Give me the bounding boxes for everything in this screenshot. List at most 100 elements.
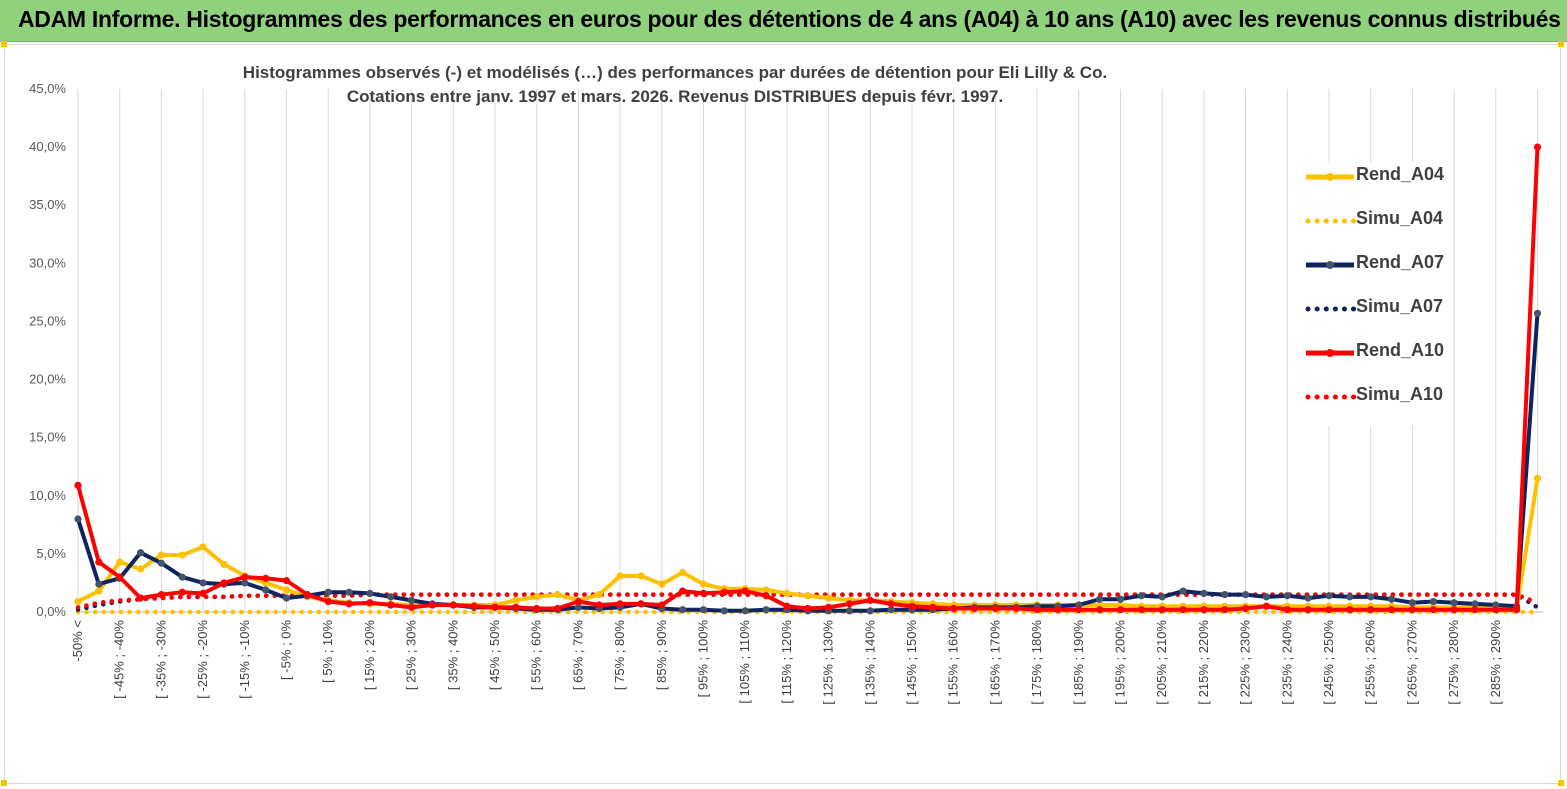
- y-tick-label: 20,0%: [29, 372, 66, 387]
- data-point-rend-a07: [574, 603, 583, 611]
- legend-label-rend-a07: Rend_A07: [1356, 252, 1445, 272]
- data-point-rend-a07: [262, 586, 270, 594]
- data-point-rend-a07: [1387, 595, 1396, 603]
- chart-title-line-2: Cotations entre janv. 1997 et mars. 2026…: [346, 87, 1004, 106]
- data-point-rend-a04: [595, 590, 603, 599]
- data-point-rend-a04: [533, 593, 541, 601]
- data-point-rend-a10: [1179, 606, 1187, 614]
- x-tick-label: [ 35% ; 40%: [445, 620, 460, 691]
- data-point-rend-a07: [1533, 309, 1542, 317]
- data-point-rend-a10: [845, 600, 854, 608]
- data-point-rend-a07: [1471, 600, 1479, 608]
- report-title: ADAM Informe. Histogrammes des performan…: [18, 6, 1561, 32]
- data-point-rend-a10: [262, 574, 270, 582]
- data-point-rend-a07: [1116, 595, 1125, 603]
- data-point-rend-a04: [616, 572, 624, 580]
- x-tick-label: [ -25% ; -20%: [195, 620, 210, 699]
- data-point-rend-a07: [1200, 589, 1208, 598]
- x-tick-label: [ 275% ; 280%: [1446, 620, 1461, 705]
- data-point-rend-a10: [553, 604, 562, 613]
- data-point-rend-a07: [1367, 593, 1375, 601]
- x-tick-label: [ -5% ; 0%: [279, 620, 294, 680]
- x-tick-label: [ 135% ; 140%: [862, 620, 877, 705]
- data-point-rend-a10: [970, 604, 979, 613]
- frame-handle-bottom-left[interactable]: [1, 780, 7, 786]
- x-tick-label: [ 225% ; 230%: [1238, 620, 1253, 705]
- data-point-rend-a07: [1179, 587, 1187, 595]
- data-point-rend-a10: [303, 590, 311, 599]
- data-point-rend-a10: [1221, 606, 1229, 614]
- data-point-rend-a10: [1471, 606, 1479, 614]
- legend-item-simu-a07: Simu_A07: [1300, 294, 1460, 324]
- data-point-rend-a10: [1262, 602, 1271, 610]
- frame-handle-top-right[interactable]: [1558, 41, 1564, 47]
- x-tick-label: [ 85% ; 90%: [654, 620, 669, 691]
- data-point-rend-a04: [804, 592, 812, 600]
- data-point-rend-a10: [762, 592, 770, 600]
- x-tick-label: -50% <: [70, 620, 85, 662]
- y-tick-label: 45,0%: [29, 81, 66, 96]
- frame-handle-bottom-right[interactable]: [1558, 780, 1564, 786]
- data-point-rend-a10: [1492, 606, 1500, 614]
- y-tick-label: 15,0%: [29, 430, 66, 445]
- legend-item-simu-a04: Simu_A04: [1300, 206, 1460, 236]
- x-tick-label: [ 55% ; 60%: [529, 620, 544, 691]
- y-tick-label: 10,0%: [29, 488, 66, 503]
- data-point-rend-a10: [929, 603, 937, 611]
- data-point-rend-a10: [345, 600, 353, 608]
- data-point-rend-a10: [116, 573, 124, 581]
- y-tick-label: 5,0%: [36, 546, 66, 561]
- x-tick-label: [ 215% ; 220%: [1196, 620, 1211, 705]
- data-point-rend-a07: [741, 607, 749, 615]
- data-point-rend-a07: [1262, 593, 1271, 601]
- data-point-rend-a10: [241, 573, 249, 581]
- data-point-rend-a04: [157, 551, 165, 559]
- data-point-rend-a04: [199, 543, 207, 551]
- data-point-rend-a07: [199, 579, 207, 587]
- x-tick-label: [ 245% ; 250%: [1321, 620, 1336, 705]
- data-point-rend-a07: [345, 588, 353, 596]
- data-point-rend-a10: [470, 602, 478, 610]
- legend-label-simu-a07: Simu_A07: [1356, 296, 1444, 316]
- data-point-rend-a07: [1283, 592, 1291, 600]
- data-point-rend-a07: [1096, 595, 1104, 603]
- x-tick-label: [ 45% ; 50%: [487, 620, 502, 691]
- data-point-rend-a10: [1513, 606, 1521, 614]
- x-tick-label: [ -15% ; -10%: [237, 620, 252, 699]
- data-point-rend-a10: [1116, 606, 1125, 614]
- data-point-rend-a04: [95, 587, 103, 595]
- data-point-rend-a07: [95, 580, 103, 588]
- x-tick-label: [ 125% ; 130%: [821, 620, 836, 705]
- x-tick-label: [ 145% ; 150%: [904, 620, 919, 705]
- legend-label-rend-a10: Rend_A10: [1356, 340, 1445, 360]
- report-banner: ADAM Informe. Histogrammes des performan…: [0, 0, 1567, 42]
- frame-handle-top-left[interactable]: [1, 41, 7, 47]
- data-point-rend-a10: [950, 604, 958, 613]
- x-tick-label: [ 115% ; 120%: [779, 620, 794, 704]
- data-point-rend-a10: [178, 588, 186, 596]
- data-point-rend-a04: [679, 568, 687, 577]
- data-point-rend-a07: [74, 515, 82, 523]
- data-point-rend-a10: [679, 587, 687, 595]
- data-point-rend-a10: [1450, 606, 1458, 614]
- data-point-rend-a10: [1054, 606, 1062, 614]
- data-point-rend-a04: [699, 580, 708, 588]
- data-point-rend-a10: [595, 601, 603, 609]
- data-point-rend-a07: [887, 606, 895, 614]
- data-point-rend-a07: [762, 606, 770, 614]
- x-tick-label: [ 175% ; 180%: [1029, 620, 1044, 705]
- data-point-rend-a10: [616, 600, 624, 608]
- data-point-rend-a04: [512, 596, 520, 604]
- data-point-rend-a04: [637, 572, 645, 580]
- data-point-rend-a10: [991, 604, 1000, 613]
- data-point-rend-a10: [908, 602, 916, 610]
- data-point-rend-a10: [1158, 606, 1166, 614]
- y-tick-label: 35,0%: [29, 197, 66, 212]
- x-tick-label: [ 205% ; 210%: [1154, 620, 1169, 705]
- data-point-rend-a10: [658, 601, 666, 609]
- legend-swatch-rend-a04: [1306, 173, 1354, 181]
- y-tick-label: 30,0%: [29, 255, 66, 270]
- data-point-rend-a07: [136, 549, 145, 557]
- x-tick-label: [ -45% ; -40%: [112, 620, 127, 699]
- data-point-rend-a07: [387, 593, 395, 601]
